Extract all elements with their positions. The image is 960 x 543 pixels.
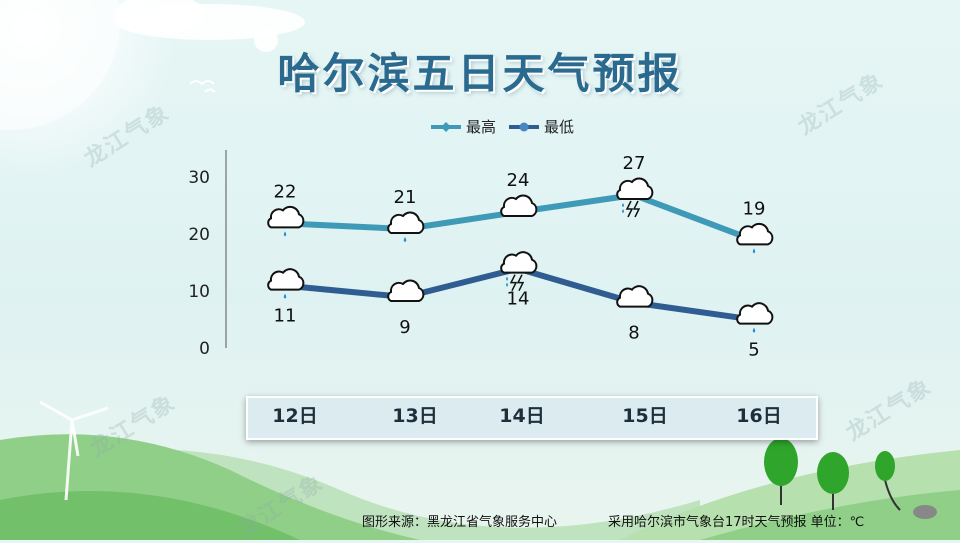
x-tick-label: 16日 [736,405,782,427]
birds [189,80,216,93]
y-tick-label: 10 [188,282,210,302]
legend-item-high: 最高 [430,116,496,137]
legend-swatch-low [509,122,540,131]
cloud-shape [500,194,538,217]
cloud-shape [387,211,425,234]
data-label-low: 14 [507,289,530,310]
cloud-shape [616,285,654,308]
raindrop [752,327,756,333]
x-tick-label: 14日 [499,405,545,427]
data-label-high: 27 [623,153,646,174]
footer-source: 图形来源：黑龙江省气象服务中心 [362,515,558,530]
hill-front [0,491,300,540]
cloud-top-puff [115,0,205,34]
data-label-high: 19 [743,198,766,219]
raindrop [622,203,624,213]
data-label-low: 8 [628,323,639,344]
sun [0,0,120,130]
data-label-low: 11 [274,306,297,327]
light-rain-icon [267,268,305,299]
light-rain-icon [387,211,425,242]
thunderstorm-icon [500,251,538,292]
data-label-high: 24 [507,170,530,191]
chart-legend: 最高 最低 [430,116,574,137]
data-label-low: 9 [399,317,410,338]
raindrop [506,276,508,287]
cloudy-icon [616,285,654,308]
thunderstorm-icon [616,177,654,218]
cloud-shape [736,302,774,325]
raindrop [283,231,287,237]
y-tick-label: 30 [188,168,210,188]
x-tick-label: 13日 [392,405,438,427]
raindrop [752,248,756,254]
legend-item-low: 最低 [508,116,574,137]
data-label-low: 5 [748,340,759,361]
footer-note: 采用哈尔滨市气象台17时天气预报 单位：℃ [608,515,865,530]
cloudy-icon [500,194,538,217]
lightning-bolt [509,274,525,292]
cloud-shape [736,222,774,246]
x-tick-label: 15日 [622,405,668,427]
y-tick-label: 20 [188,225,210,245]
stone [913,505,937,519]
data-label-high: 22 [274,181,297,202]
raindrop [283,293,287,299]
light-rain-icon [736,302,774,333]
data-label-high: 21 [394,187,417,208]
lightning-bolt [625,200,641,218]
raindrop [403,237,407,242]
cloud-shape [267,268,305,291]
light-rain-icon [267,205,305,237]
legend-label-high: 最高 [466,118,497,136]
cloud-shape [500,251,538,274]
date-bar [246,396,818,440]
x-tick-label: 12日 [272,405,318,427]
cloud-shape [387,279,425,302]
y-tick-label: 0 [199,339,210,359]
cloud-shape [267,205,305,229]
legend-swatch-high [431,121,461,132]
legend-label-low: 最低 [544,118,575,136]
tree-3 [875,451,901,511]
windmill [39,400,109,501]
tree-1 [764,438,798,505]
cloud-shape [616,177,654,200]
sparkle [254,28,278,52]
light-rain-icon [736,222,774,254]
cloudy-icon [387,279,425,302]
page-title: 哈尔滨五日天气预报 [277,49,683,98]
tree-2 [817,452,849,510]
